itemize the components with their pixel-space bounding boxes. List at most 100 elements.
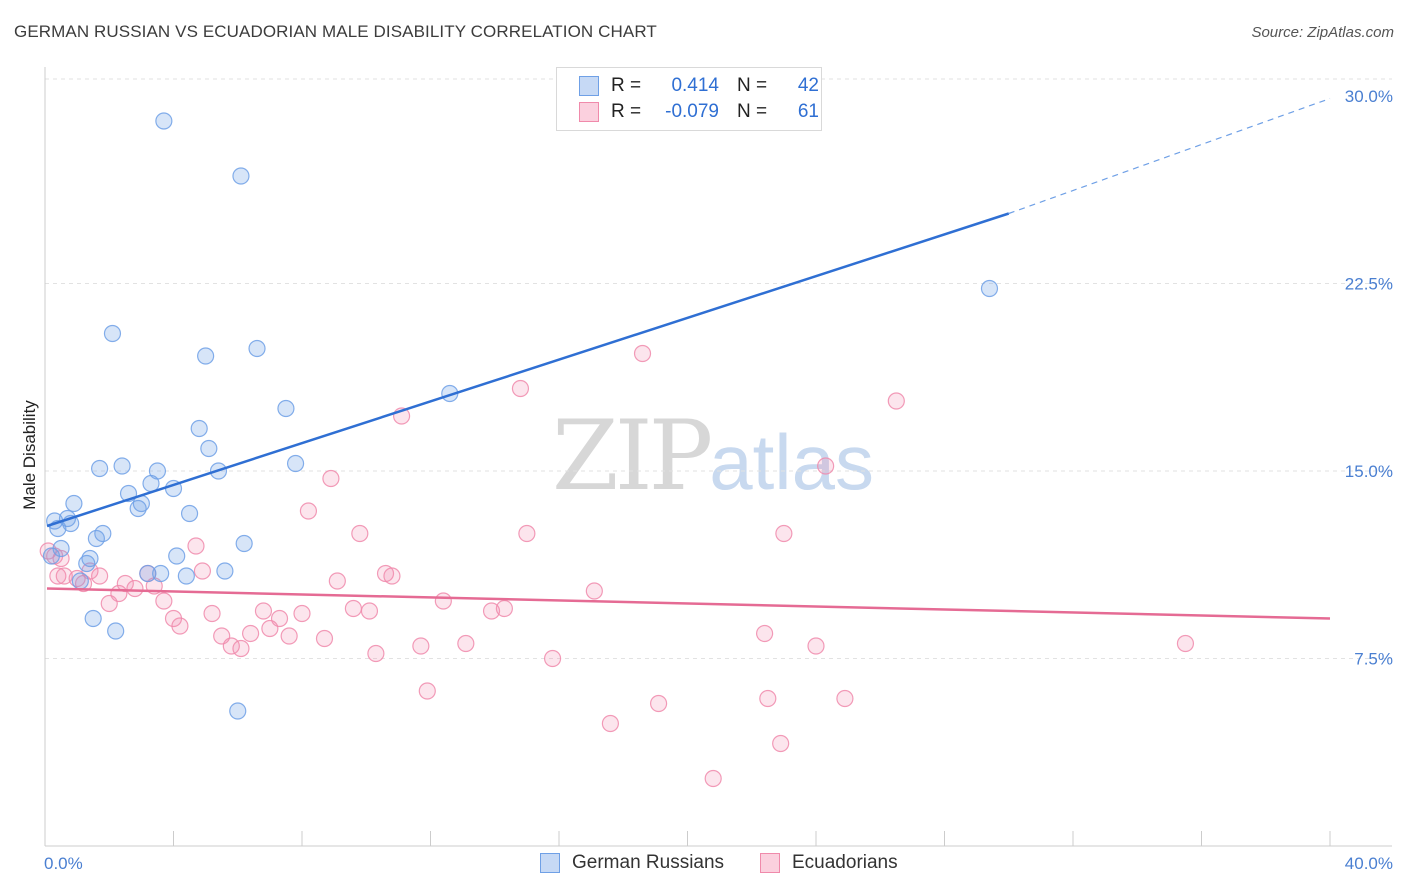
y-tick-label: 30.0% (1345, 87, 1393, 106)
point-german-russians (229, 702, 247, 720)
point-german-russians (91, 459, 109, 478)
point-ecuadorians (315, 629, 334, 648)
bottom-legend-swatch-pink (760, 852, 780, 873)
point-ecuadorians (383, 567, 401, 585)
point-ecuadorians (772, 734, 790, 753)
series-layer (39, 112, 1195, 788)
grid-lines (45, 78, 1392, 659)
point-ecuadorians (412, 637, 430, 655)
point-german-russians (84, 609, 102, 628)
axis-labels: 7.5% 15.0% 22.5% 30.0% 0.0% 40.0% Male Disabil… (20, 87, 1393, 873)
point-german-russians (78, 554, 96, 573)
legend-row-german-russians: R = 0.414 N = 42 (579, 75, 819, 99)
point-german-russians (200, 439, 218, 458)
bottom-legend-label: German Russians (572, 852, 725, 873)
bottom-legend-ecuadorians: Ecuadorians (760, 852, 898, 876)
legend-r-label: R = (611, 75, 642, 96)
source-label: Source: ZipAtlas.com (1251, 24, 1394, 41)
point-ecuadorians (759, 689, 777, 708)
point-ecuadorians (299, 502, 318, 520)
point-german-russians (148, 462, 167, 480)
legend-r-value: 0.414 (671, 75, 719, 96)
point-ecuadorians (836, 689, 854, 708)
point-ecuadorians (360, 602, 379, 620)
point-ecuadorians (633, 344, 652, 363)
point-german-russians (71, 572, 89, 590)
point-ecuadorians (543, 649, 562, 668)
trend-line-ecuadorians (46, 587, 1331, 620)
point-ecuadorians (518, 524, 536, 543)
legend-swatch-blue (579, 75, 599, 96)
point-ecuadorians (232, 639, 250, 658)
point-german-russians (980, 279, 999, 298)
point-ecuadorians (187, 537, 205, 555)
point-ecuadorians (171, 617, 189, 635)
legend-row-ecuadorians: R = -0.079 N = 61 (579, 101, 819, 125)
point-german-russians (177, 567, 195, 585)
point-ecuadorians (203, 604, 221, 623)
point-ecuadorians (495, 599, 513, 618)
bottom-legend-german-russians: German Russians (540, 852, 724, 876)
watermark: ZIPatlas (552, 400, 874, 512)
point-ecuadorians (270, 609, 289, 628)
trend-layer (46, 97, 1331, 620)
point-ecuadorians (55, 567, 73, 585)
point-german-russians (52, 539, 70, 558)
point-ecuadorians (222, 637, 240, 655)
point-ecuadorians (254, 602, 273, 620)
point-ecuadorians (418, 682, 436, 700)
point-german-russians (190, 419, 208, 438)
point-ecuadorians (126, 579, 144, 598)
y-axis-label: Male Disability (20, 400, 39, 510)
point-ecuadorians (367, 644, 385, 663)
point-german-russians (107, 622, 125, 640)
point-ecuadorians (775, 524, 793, 543)
point-german-russians (113, 457, 131, 475)
watermark-zip: ZIP (552, 400, 713, 512)
point-ecuadorians (52, 549, 70, 568)
point-ecuadorians (434, 592, 452, 610)
y-tick-label: 7.5% (1354, 650, 1393, 669)
legend-n-label: N = (737, 75, 768, 96)
chart-title: GERMAN RUSSIAN VS ECUADORIAN MALE DISABI… (14, 22, 657, 41)
trend-line-german-russians (46, 212, 1010, 528)
point-ecuadorians (49, 567, 67, 585)
legend-n-label: N = (737, 101, 768, 122)
point-ecuadorians (242, 624, 260, 643)
point-german-russians (286, 454, 305, 473)
point-ecuadorians (817, 457, 835, 475)
watermark-atlas: atlas (709, 418, 874, 506)
point-ecuadorians (193, 562, 212, 580)
point-german-russians (81, 549, 99, 568)
point-german-russians (94, 524, 112, 543)
x-tick-label: 0.0% (44, 854, 83, 873)
point-ecuadorians (755, 624, 774, 643)
point-ecuadorians (280, 627, 298, 645)
point-ecuadorians (482, 602, 501, 620)
point-ecuadorians (457, 634, 475, 653)
point-german-russians (129, 499, 147, 518)
point-ecuadorians (887, 392, 905, 410)
point-german-russians (155, 112, 173, 130)
point-german-russians (197, 347, 215, 365)
point-german-russians (152, 564, 170, 583)
point-ecuadorians (351, 524, 369, 543)
point-ecuadorians (344, 599, 362, 618)
point-german-russians (65, 494, 83, 513)
legend-r-value: -0.079 (665, 101, 719, 122)
point-ecuadorians (328, 572, 346, 590)
point-ecuadorians (585, 582, 603, 600)
axes (44, 67, 1392, 847)
point-ecuadorians (91, 567, 109, 585)
point-ecuadorians (807, 637, 825, 655)
point-german-russians (235, 534, 253, 553)
legend-swatch-pink (579, 101, 599, 122)
point-ecuadorians (322, 469, 340, 488)
point-ecuadorians (1176, 634, 1195, 653)
y-tick-label: 22.5% (1345, 275, 1393, 294)
point-ecuadorians (601, 714, 620, 733)
point-german-russians (180, 504, 199, 523)
trend-line-german-russians-dashed (1008, 97, 1331, 215)
stats-legend: R = 0.414 N = 42 R = -0.079 N = 61 (556, 67, 822, 131)
